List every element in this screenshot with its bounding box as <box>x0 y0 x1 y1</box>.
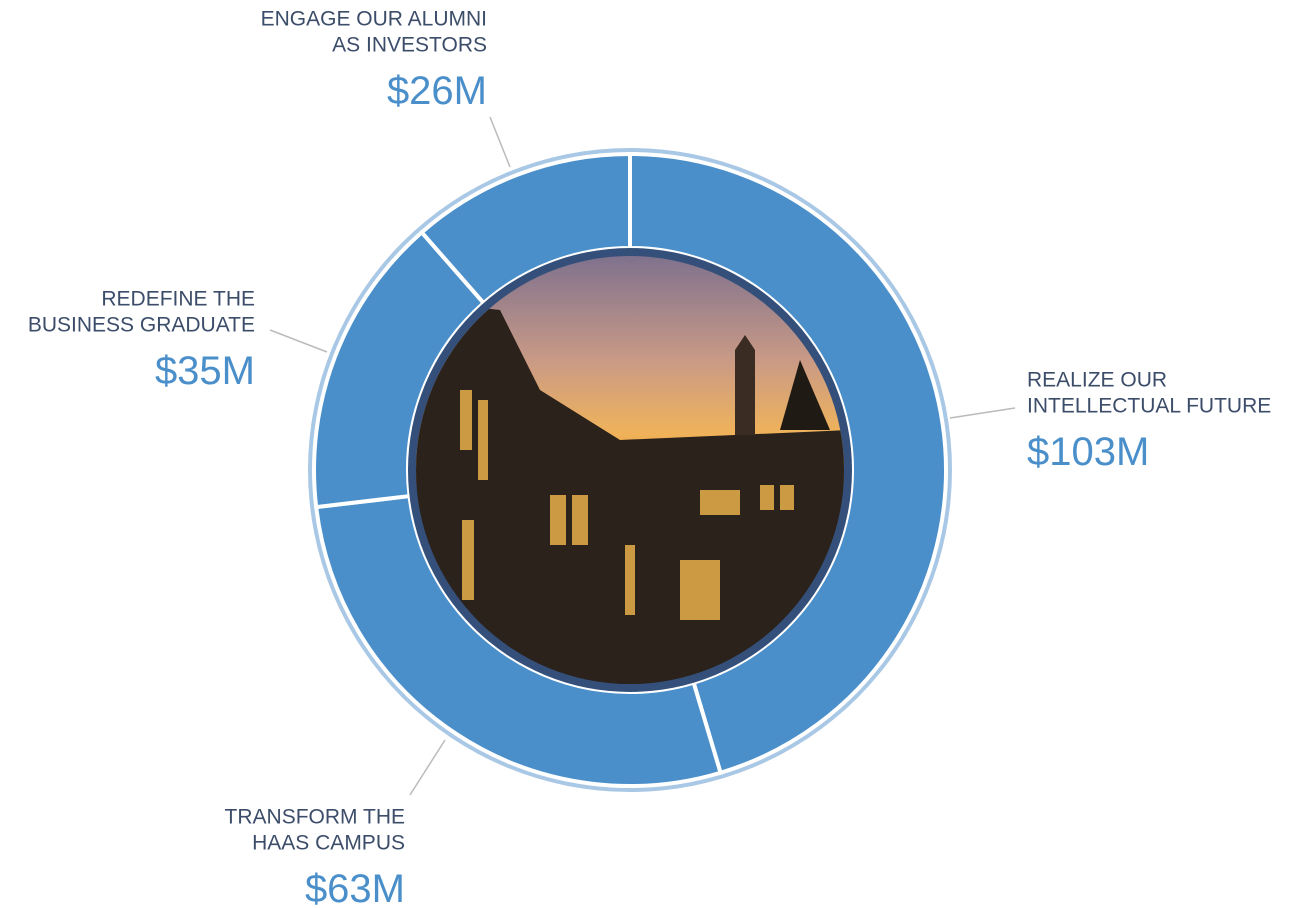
segment-label: INTELLECTUAL FUTURE <box>1027 395 1271 418</box>
leader-line <box>269 329 328 353</box>
campus-photo <box>416 256 844 684</box>
segment-label: AS INVESTORS <box>332 34 487 57</box>
segment-label: REALIZE OUR <box>1027 369 1167 392</box>
segment-value: $35M <box>155 349 255 393</box>
segment-value: $26M <box>387 69 487 113</box>
segment-label: HAAS CAMPUS <box>252 832 405 855</box>
leader-line <box>409 739 446 796</box>
segment-label: TRANSFORM THE <box>225 806 405 829</box>
segment-value: $63M <box>305 867 405 908</box>
segment-value: $103M <box>1027 430 1149 474</box>
segment-label: BUSINESS GRADUATE <box>28 314 255 337</box>
segment-label: REDEFINE THE <box>101 288 255 311</box>
leader-line <box>949 407 1016 419</box>
segment-label: ENGAGE OUR ALUMNI <box>261 8 487 31</box>
leader-line <box>489 116 511 168</box>
